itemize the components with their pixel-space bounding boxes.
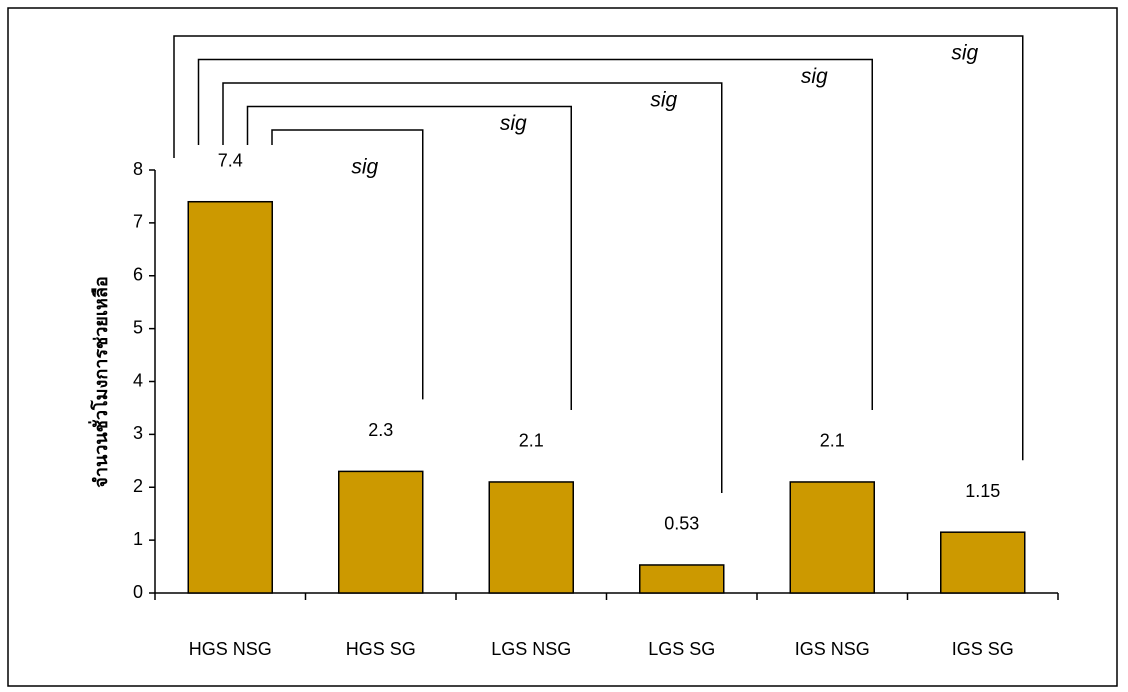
y-tick-label: 6 bbox=[133, 265, 143, 285]
y-tick-label: 4 bbox=[133, 370, 143, 390]
sig-bracket bbox=[197, 58, 873, 410]
y-tick-label: 5 bbox=[133, 317, 143, 337]
x-tick-label: HGS NSG bbox=[189, 639, 272, 659]
bar bbox=[488, 481, 574, 594]
value-label: 7.4 bbox=[218, 150, 243, 170]
x-tick-label: LGS SG bbox=[648, 639, 715, 659]
y-tick-label: 3 bbox=[133, 423, 143, 443]
y-tick-label: 8 bbox=[133, 159, 143, 179]
y-tick-label: 1 bbox=[133, 529, 143, 549]
sig-bracket bbox=[222, 82, 723, 493]
value-label: 2.1 bbox=[519, 431, 544, 451]
sig-label: sig bbox=[951, 42, 978, 65]
x-tick-label: IGS SG bbox=[952, 639, 1014, 659]
bar bbox=[789, 481, 875, 594]
bar bbox=[940, 531, 1026, 594]
sig-label: sig bbox=[650, 89, 677, 112]
y-axis-title: จำนวนชั่วโมงการช่วยเหลือ bbox=[88, 276, 111, 487]
sig-bracket bbox=[173, 35, 1024, 461]
sig-bracket bbox=[271, 129, 424, 400]
x-tick-label: IGS NSG bbox=[795, 639, 870, 659]
value-label: 2.3 bbox=[368, 420, 393, 440]
bar bbox=[338, 470, 424, 594]
value-label: 0.53 bbox=[664, 514, 699, 534]
x-tick-label: HGS SG bbox=[346, 639, 416, 659]
x-tick-label: LGS NSG bbox=[491, 639, 571, 659]
bar bbox=[187, 200, 273, 594]
value-label: 2.1 bbox=[820, 431, 845, 451]
sig-label: sig bbox=[351, 156, 378, 179]
y-tick-label: 0 bbox=[133, 582, 143, 602]
bar bbox=[639, 564, 725, 594]
sig-label: sig bbox=[500, 112, 527, 135]
value-label: 1.15 bbox=[965, 481, 1000, 501]
y-tick-label: 7 bbox=[133, 212, 143, 232]
sig-bracket bbox=[246, 105, 572, 410]
y-tick-label: 2 bbox=[133, 476, 143, 496]
sig-label: sig bbox=[801, 65, 828, 88]
